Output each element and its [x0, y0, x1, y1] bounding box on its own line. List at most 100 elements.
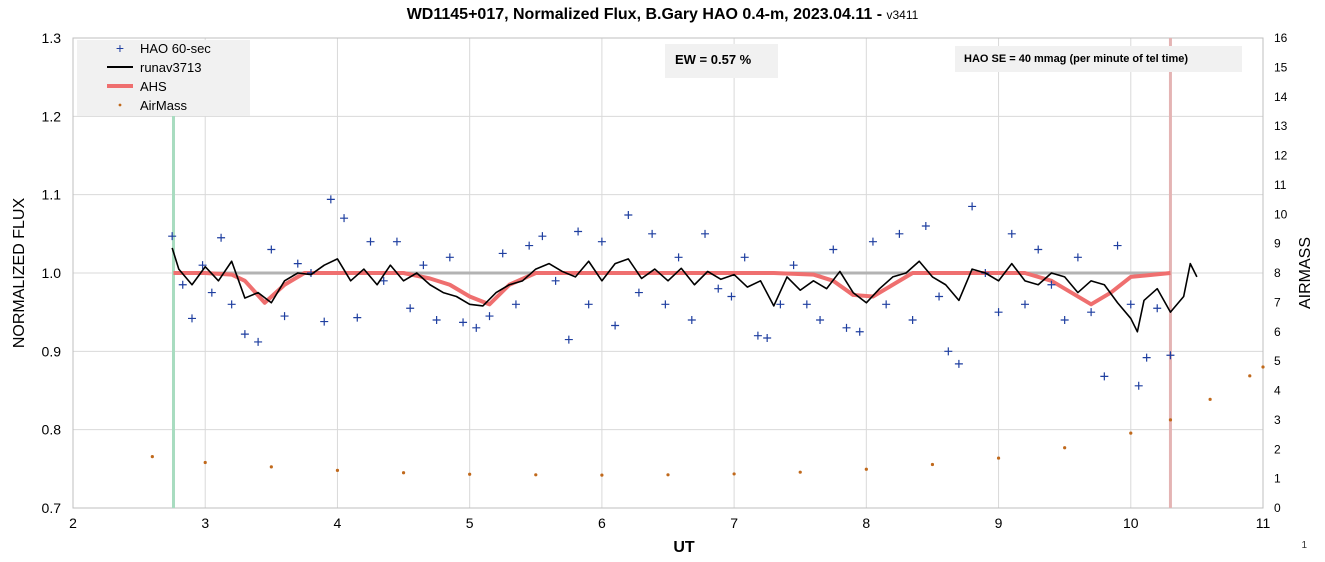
- hao-point: [624, 211, 633, 220]
- airmass-point: [798, 470, 802, 474]
- x-tick-label: 4: [334, 515, 342, 531]
- hao-point: [459, 318, 468, 327]
- hao-point: [597, 237, 606, 246]
- legend-airmass-marker: [118, 103, 122, 107]
- x-tick-label: 9: [995, 515, 1003, 531]
- y2-tick-label: 0: [1274, 501, 1281, 515]
- y2-tick-label: 1: [1274, 472, 1281, 486]
- y-axis-tick-labels: 0.7 0.8 0.9 1.0 1.1 1.2 1.3: [42, 30, 62, 516]
- y2-tick-label: 16: [1274, 31, 1288, 45]
- legend-label-airmass: AirMass: [140, 98, 187, 113]
- y2-tick-label: 14: [1274, 90, 1288, 104]
- hao-point: [816, 316, 825, 324]
- ahs-series: [173, 271, 1171, 307]
- x-tick-label: 3: [201, 515, 209, 531]
- x-tick-label: 5: [466, 515, 474, 531]
- airmass-point: [1063, 446, 1067, 450]
- hao-point: [1073, 253, 1082, 262]
- hao-point: [574, 227, 583, 236]
- y2-tick-label: 3: [1274, 413, 1281, 427]
- hao-point: [293, 259, 302, 268]
- hao-point: [855, 327, 864, 336]
- hao-point: [419, 261, 428, 270]
- hao-point: [789, 261, 798, 270]
- hao-point: [445, 253, 454, 262]
- hao-point: [1087, 308, 1096, 317]
- airmass-point: [1261, 365, 1265, 369]
- airmass-point: [1129, 431, 1133, 435]
- hao-point: [320, 317, 329, 326]
- hao-point: [472, 323, 481, 332]
- page-number: 1: [1301, 540, 1307, 551]
- y2-tick-label: 10: [1274, 207, 1288, 221]
- airmass-point: [401, 471, 406, 475]
- hao-point: [701, 229, 710, 238]
- x-tick-label: 8: [862, 515, 870, 531]
- hao-point: [842, 323, 851, 332]
- hao-point: [240, 330, 249, 339]
- y-tick-label: 1.2: [42, 108, 62, 124]
- chart-title-version: v3411: [886, 8, 919, 22]
- x-tick-label: 6: [598, 515, 606, 531]
- hao-point: [994, 308, 1003, 317]
- hao-point: [1134, 381, 1143, 390]
- hao-point: [727, 292, 736, 301]
- airmass-point: [666, 473, 670, 477]
- airmass-point: [864, 467, 868, 471]
- hao-point: [353, 313, 362, 322]
- x-tick-label: 10: [1123, 515, 1139, 531]
- hao-point: [753, 331, 762, 340]
- hao-point: [525, 241, 534, 250]
- y-axis-label: NORMALIZED FLUX: [11, 198, 28, 349]
- hao-point: [178, 280, 187, 289]
- x-tick-label: 2: [69, 515, 77, 531]
- se-annotation: HAO SE = 40 mmag (per minute of tel time…: [955, 46, 1242, 72]
- y2-tick-label: 13: [1274, 119, 1288, 133]
- hao-point: [366, 237, 375, 246]
- y2-tick-label: 4: [1274, 384, 1281, 398]
- y-tick-label: 1.1: [42, 187, 62, 203]
- y-tick-label: 0.9: [42, 343, 62, 359]
- hao-point: [227, 300, 236, 309]
- hao-point: [921, 222, 930, 230]
- hao-point: [1034, 245, 1043, 254]
- hao-point: [198, 261, 207, 270]
- y-tick-label: 1.3: [42, 30, 62, 46]
- airmass-point: [150, 454, 154, 459]
- y-tick-label: 1.0: [42, 265, 62, 281]
- hao-point: [254, 337, 263, 346]
- hao-60sec-series: [168, 195, 1175, 390]
- hao-point: [551, 276, 560, 285]
- hao-point: [895, 229, 904, 238]
- hao-point: [207, 288, 216, 297]
- hao-point: [326, 195, 335, 204]
- airmass-point: [1208, 397, 1212, 401]
- y2-tick-label: 9: [1274, 237, 1281, 251]
- airmass-point: [996, 456, 1001, 460]
- chart-title: WD1145+017, Normalized Flux, B.Gary HAO …: [0, 6, 1325, 24]
- hao-point: [217, 233, 226, 242]
- hao-point: [267, 245, 276, 254]
- y2-tick-label: 11: [1274, 178, 1287, 192]
- legend-label-hao: HAO 60-sec: [140, 41, 211, 56]
- hao-point: [908, 316, 917, 324]
- hao-point: [584, 300, 593, 309]
- hao-point: [1047, 280, 1056, 289]
- hao-point: [485, 312, 494, 321]
- ew-annotation: EW = 0.57 %: [665, 44, 778, 78]
- x-tick-label: 11: [1256, 515, 1271, 531]
- hao-point: [1060, 316, 1069, 324]
- hao-point: [564, 335, 573, 344]
- hao-point: [168, 232, 177, 241]
- hao-point: [802, 300, 811, 309]
- y-tick-label: 0.8: [42, 422, 62, 438]
- y2-tick-label: 8: [1274, 266, 1281, 280]
- plot-frame: [72, 37, 1264, 509]
- hao-point: [829, 245, 838, 254]
- hao-point: [1166, 351, 1175, 360]
- airmass-point: [732, 472, 736, 476]
- hao-point: [379, 276, 388, 285]
- y2-tick-label: 7: [1274, 295, 1281, 309]
